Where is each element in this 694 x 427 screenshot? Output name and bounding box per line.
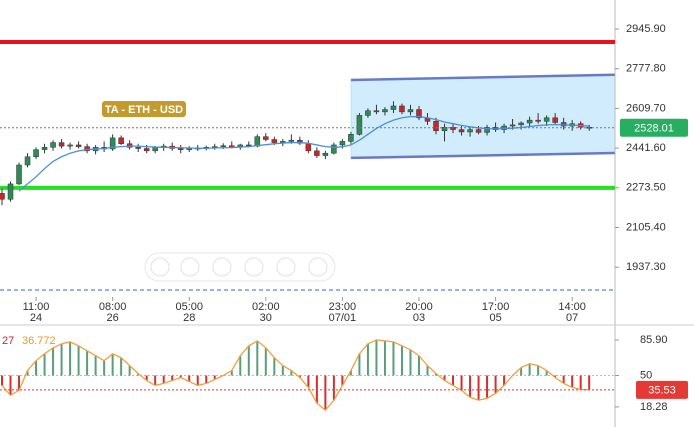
candle-body — [152, 147, 158, 152]
x-tick-label: 17:00 — [482, 301, 510, 313]
candle-body — [526, 119, 533, 124]
x-date-label: 30 — [260, 312, 272, 324]
candle-body — [339, 141, 346, 146]
y-tick-label: 85.90 — [640, 334, 668, 346]
candle-body — [109, 137, 116, 150]
y-tick-label: 2105.40 — [626, 221, 666, 233]
y-tick-label: 1937.30 — [626, 261, 666, 273]
candle-body — [254, 136, 261, 147]
y-tick-label: 2441.60 — [626, 142, 666, 154]
candle-body — [407, 109, 414, 113]
x-tick-label: 23:00 — [329, 301, 357, 313]
moving-average — [18, 115, 590, 192]
last-price-label: 2528.01 — [634, 123, 674, 135]
y-tick-label: 2945.90 — [626, 23, 666, 35]
x-tick-label: 20:00 — [405, 301, 433, 313]
navigation-buttons[interactable] — [144, 252, 336, 282]
candle-body — [67, 144, 73, 147]
x-date-label: 07/01 — [329, 312, 357, 324]
candle-body — [58, 142, 65, 147]
candle-body — [322, 152, 329, 156]
last-value-box — [636, 380, 688, 399]
candle-body — [288, 139, 295, 142]
candle-body — [177, 148, 184, 150]
x-date-label: 05 — [489, 312, 501, 324]
candle-body — [16, 164, 22, 185]
candle-body — [220, 145, 227, 147]
title-badge — [102, 101, 186, 117]
x-date-label: 26 — [107, 312, 119, 324]
y-tick-label: 2777.80 — [626, 63, 666, 75]
candle-body — [305, 143, 312, 152]
candle-body — [84, 146, 90, 152]
chart-title: TA - ETH - USD — [105, 104, 183, 116]
candle-body — [50, 142, 56, 148]
candle-body — [356, 115, 363, 135]
candle-body — [297, 139, 303, 144]
candle-body — [535, 119, 541, 122]
candle-body — [118, 137, 124, 145]
candle-body — [314, 150, 320, 156]
candle-body — [552, 117, 558, 123]
candle-body — [41, 147, 48, 150]
candle-body — [331, 144, 337, 154]
y-tick-label: 2273.50 — [626, 182, 666, 194]
candle-body — [135, 147, 141, 149]
nav-button[interactable] — [244, 257, 264, 277]
candle-body — [475, 129, 482, 133]
y-tick-label: 50 — [640, 369, 652, 381]
candle-body — [390, 105, 397, 110]
candle-body — [484, 126, 490, 133]
candle-body — [433, 121, 439, 132]
x-tick-label: 14:00 — [558, 301, 586, 313]
candle-body — [373, 110, 380, 113]
candle-body — [348, 134, 354, 142]
channel-line — [350, 151, 615, 160]
nav-button[interactable] — [308, 257, 328, 277]
candle-body — [509, 124, 516, 127]
candle-body — [271, 139, 278, 143]
nav-button[interactable] — [180, 257, 200, 277]
nav-button[interactable] — [150, 257, 170, 277]
indicator-header: 27 — [2, 335, 14, 347]
candle-body — [33, 149, 39, 158]
candle-body — [143, 148, 150, 152]
nav-button[interactable] — [276, 257, 296, 277]
candle-body — [382, 109, 388, 113]
candle-body — [416, 109, 422, 119]
candle-body — [458, 129, 465, 133]
candle-body — [0, 193, 5, 200]
last-price-box — [620, 118, 688, 137]
oscillator-line — [1, 339, 590, 412]
nav-button[interactable] — [212, 257, 232, 277]
candle-body — [75, 144, 82, 147]
channel-fill — [350, 74, 615, 158]
candle-body — [7, 183, 14, 200]
x-tick-label: 11:00 — [23, 301, 50, 313]
y-tick-label: 2609.70 — [626, 102, 666, 114]
candle-body — [467, 129, 473, 133]
nav-bar[interactable] — [144, 252, 336, 282]
candle-body — [24, 156, 31, 166]
last-value-label: 35.53 — [648, 385, 676, 397]
candle-body — [365, 110, 371, 116]
y-tick-label: 18.28 — [640, 401, 668, 413]
x-tick-label: 02:00 — [252, 301, 280, 313]
x-date-label: 03 — [413, 312, 425, 324]
candle-body — [263, 136, 269, 140]
x-date-label: 28 — [183, 312, 195, 324]
indicator-header: 36.772 — [22, 335, 56, 347]
x-tick-label: 08:00 — [99, 301, 127, 313]
x-tick-label: 05:00 — [175, 301, 203, 313]
x-date-label: 07 — [566, 312, 578, 324]
candle-body — [399, 105, 405, 113]
channel-line — [350, 73, 615, 82]
x-date-label: 24 — [30, 312, 42, 324]
candle-body — [518, 122, 524, 126]
candle-body — [543, 117, 550, 122]
